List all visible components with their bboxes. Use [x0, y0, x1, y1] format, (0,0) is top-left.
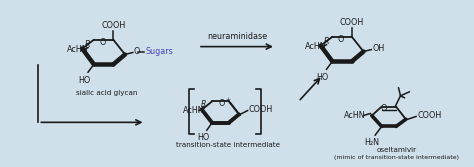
- Text: COOH: COOH: [101, 21, 126, 30]
- Text: R: R: [324, 37, 329, 46]
- Text: OH: OH: [372, 44, 384, 53]
- Text: HO: HO: [78, 76, 90, 85]
- Text: AcHN: AcHN: [183, 106, 205, 115]
- Text: R: R: [201, 100, 207, 109]
- Text: O: O: [134, 47, 140, 56]
- Text: neuraminidase: neuraminidase: [207, 32, 267, 41]
- Text: COOH: COOH: [249, 105, 273, 114]
- Text: O: O: [381, 104, 387, 113]
- Text: oseltamivir: oseltamivir: [376, 147, 417, 153]
- Text: O: O: [218, 99, 225, 108]
- Text: HO: HO: [197, 133, 209, 142]
- Text: R: R: [85, 40, 91, 49]
- Text: O: O: [100, 38, 106, 47]
- Text: (mimic of transition-state intermediate): (mimic of transition-state intermediate): [334, 155, 459, 160]
- Text: sialic acid glycan: sialic acid glycan: [76, 90, 138, 96]
- Text: transition-state intermediate: transition-state intermediate: [176, 142, 280, 148]
- Text: +: +: [225, 97, 230, 102]
- Text: H₂N: H₂N: [364, 138, 379, 147]
- Text: Sugars: Sugars: [146, 47, 173, 56]
- Text: HO: HO: [317, 73, 329, 82]
- Text: COOH: COOH: [417, 111, 441, 120]
- Text: COOH: COOH: [340, 18, 364, 27]
- Text: O: O: [338, 35, 344, 44]
- Text: AcHN: AcHN: [67, 45, 88, 54]
- Text: AcHN: AcHN: [305, 42, 327, 51]
- Text: AcHN: AcHN: [344, 111, 365, 120]
